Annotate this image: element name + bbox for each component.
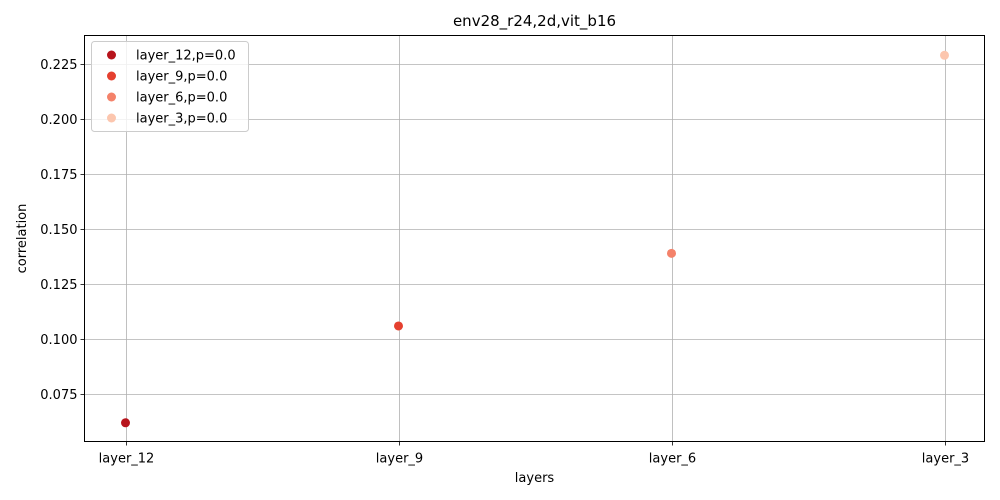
plot-frame xyxy=(84,35,985,442)
legend-label: layer_12,p=0.0 xyxy=(136,49,236,64)
legend-box xyxy=(91,41,249,132)
y-tick-label: 0.125 xyxy=(40,278,77,293)
y-tick-label: 0.175 xyxy=(40,168,77,183)
legend-label: layer_3,p=0.0 xyxy=(136,112,227,127)
legend-label: layer_9,p=0.0 xyxy=(136,70,227,85)
data-point xyxy=(394,321,403,331)
y-axis: 0.075 0.100 0.125 0.150 0.175 0.200 0.225 xyxy=(40,58,85,403)
legend-marker xyxy=(107,50,116,60)
data-point xyxy=(940,50,949,60)
legend: layer_12,p=0.0 layer_9,p=0.0 layer_6,p=0.0… xyxy=(91,41,249,132)
legend-marker xyxy=(107,113,116,123)
legend-marker xyxy=(107,92,116,102)
x-tick-label: layer_3 xyxy=(922,452,969,467)
data-point xyxy=(121,418,130,428)
legend-marker xyxy=(107,71,116,81)
y-tick-label: 0.100 xyxy=(40,333,77,348)
y-tick-label: 0.200 xyxy=(40,113,77,128)
y-tick-label: 0.075 xyxy=(40,388,77,403)
y-tick-label: 0.150 xyxy=(40,223,77,238)
x-axis: layer_12 layer_9 layer_6 layer_3 xyxy=(99,441,969,467)
x-tick-label: layer_6 xyxy=(649,452,696,467)
x-tick-label: layer_12 xyxy=(99,452,155,467)
y-tick-label: 0.225 xyxy=(40,58,77,73)
x-axis-label: layers xyxy=(515,471,555,486)
data-point xyxy=(667,248,676,258)
data-points xyxy=(121,50,949,428)
x-tick-label: layer_9 xyxy=(376,452,423,467)
y-axis-label: correlation xyxy=(15,204,30,274)
chart-title: env28_r24,2d,vit_b16 xyxy=(453,12,616,31)
legend-label: layer_6,p=0.0 xyxy=(136,91,227,106)
